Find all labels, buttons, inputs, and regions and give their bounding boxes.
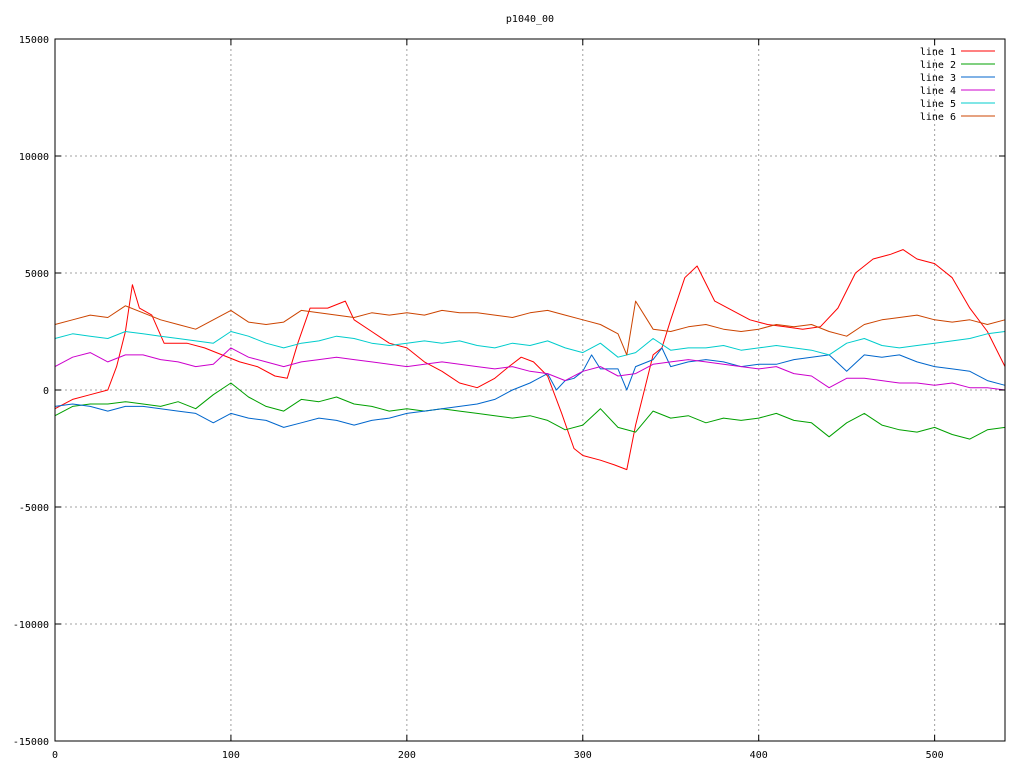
x-tick-label: 400 (750, 750, 768, 761)
y-tick-label: 0 (43, 386, 49, 397)
legend-label: line 1 (920, 47, 956, 58)
series-line-4 (54, 347, 1006, 391)
legend-label: line 5 (920, 99, 956, 110)
y-tick-label: 5000 (25, 269, 49, 280)
legend: line 1 line 2 line 3 line 4 line 5 line 6 (920, 47, 995, 123)
series-line-3 (54, 347, 1006, 428)
x-tick-label: 500 (926, 750, 944, 761)
y-tick-label: -5000 (19, 503, 49, 514)
x-tick-label: 100 (222, 750, 240, 761)
axis-ticks: 0 100 200 300 400 500 -15000 -10000 -5000 0 5000 10… (13, 35, 1005, 761)
y-tick-label: 15000 (19, 35, 49, 46)
series-line-1 (54, 249, 1006, 471)
legend-label: line 6 (920, 112, 956, 123)
legend-label: line 3 (920, 73, 956, 84)
series-line-2 (54, 382, 1006, 440)
y-tick-label: -10000 (13, 620, 49, 631)
series-group (54, 249, 1006, 471)
series-line-6 (54, 300, 1006, 356)
grid (55, 39, 1005, 741)
legend-label: line 2 (920, 60, 956, 71)
x-tick-label: 200 (398, 750, 416, 761)
x-tick-label: 0 (52, 750, 58, 761)
y-tick-label: -15000 (13, 737, 49, 748)
series-line-5 (54, 331, 1006, 358)
y-tick-label: 10000 (19, 152, 49, 163)
chart-title: p1040_00 (506, 14, 554, 25)
x-tick-label: 300 (574, 750, 592, 761)
legend-label: line 4 (920, 86, 956, 97)
